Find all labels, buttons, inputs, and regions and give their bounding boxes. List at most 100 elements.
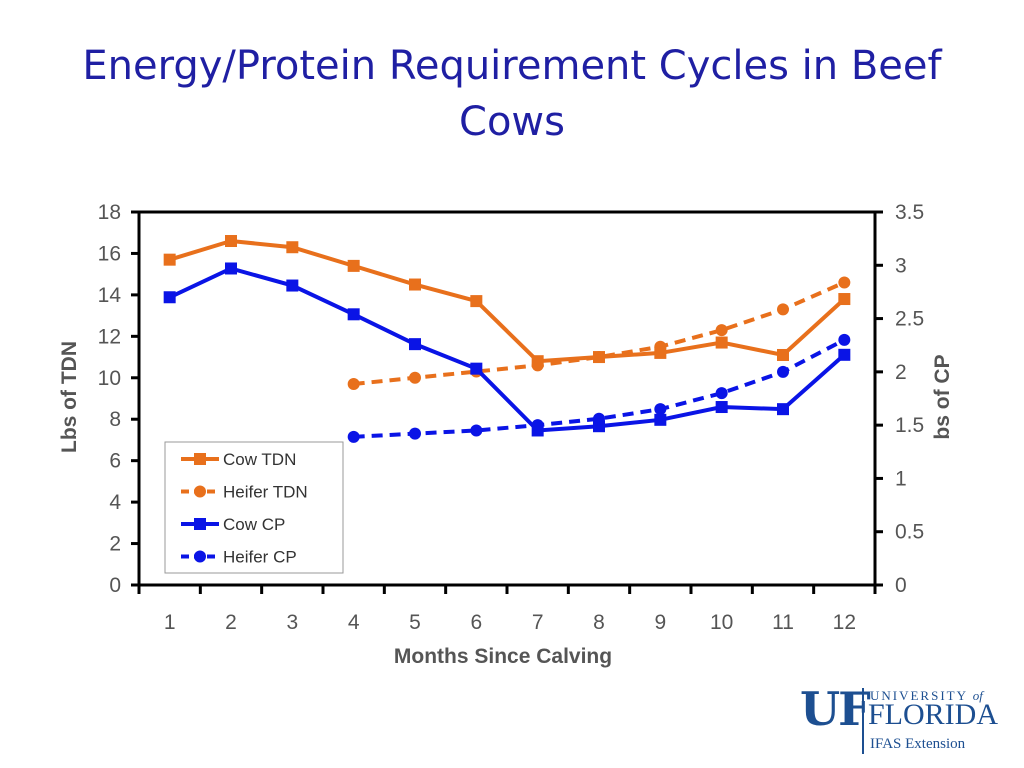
left-tick-label: 18 [98,201,121,224]
logo-university: UNIVERSITY of [870,688,983,704]
data-point [715,336,728,349]
data-point [715,401,728,414]
right-tick-label: 3 [895,254,907,277]
data-point [654,413,667,426]
x-tick-label: 2 [225,611,237,634]
logo-name: FLORIDA [868,698,999,731]
data-point [777,403,789,416]
slide-title: Energy/Protein Requirement Cycles in Bee… [82,43,942,145]
left-tick-label: 10 [98,367,121,390]
x-tick-label: 5 [409,611,421,634]
left-tick-label: 6 [109,450,121,473]
data-point [225,235,237,248]
data-point [715,387,728,400]
legend-label: Cow CP [223,515,285,534]
data-point [715,324,728,337]
series-line [168,266,846,433]
series-layer [163,235,851,443]
x-tick-label: 4 [348,611,360,634]
left-y-axis-title: Lbs of TDN [58,341,81,453]
logo-divider [862,688,864,754]
series-cow-tdn [163,235,851,368]
left-tick-label: 16 [98,242,121,265]
data-point [409,371,421,384]
data-point [593,412,605,425]
data-point [347,377,360,390]
series-line [169,238,846,364]
uf-ifas-logo: UF UNIVERSITY of FLORIDA IFAS Extension [800,686,1015,758]
right-tick-label: 2 [895,361,907,384]
data-point [409,427,421,440]
right-y-axis-title: bs of CP [931,354,954,439]
data-point [531,359,544,372]
x-tick-label: 9 [654,611,666,634]
data-point [470,424,483,437]
data-point [777,365,789,378]
data-point [347,259,360,272]
series-heifer-cp [347,333,851,443]
right-tick-label: 2.5 [895,308,924,331]
right-tick-label: 0 [895,574,907,597]
legend-marker [194,550,206,563]
x-tick-label: 10 [710,611,733,634]
x-axis: 1 2 3 4 5 6 7 8 9 10 11 12 [137,585,877,634]
left-tick-label: 0 [109,574,121,597]
legend-marker [194,518,206,530]
data-point [777,348,789,361]
legend-item: Cow TDN [181,450,296,469]
data-point [838,333,851,346]
data-point [654,403,667,416]
x-tick-label: 12 [833,611,856,634]
logo-university-word: UNIVERSITY [870,688,968,703]
legend-label: Heifer CP [223,548,297,567]
legend-label: Heifer TDN [223,483,308,502]
data-point [409,338,421,351]
left-tick-label: 12 [98,325,121,348]
series-line [353,338,846,439]
left-y-axis: 0 2 4 6 8 10 12 14 16 18 [98,201,139,597]
legend-label: Cow TDN [223,450,296,469]
legend-item: Heifer CP [181,548,297,567]
x-tick-label: 8 [593,611,605,634]
right-tick-label: 0.5 [895,521,924,544]
series-line [353,280,846,386]
right-y-axis: 0 0.5 1 1.5 2 2.5 3 3.5 [875,201,924,597]
data-point [409,278,421,291]
x-tick-label: 6 [470,611,482,634]
left-tick-label: 8 [109,408,121,431]
data-point [470,295,483,308]
left-tick-label: 14 [98,284,122,307]
legend-item: Heifer TDN [181,483,308,502]
logo-of: of [972,688,983,703]
legend-marker [194,453,206,465]
right-tick-label: 1.5 [895,414,924,437]
data-point [838,348,851,361]
data-point [286,279,299,292]
x-tick-label: 3 [286,611,298,634]
legend: Cow TDN Heifer TDN Cow CP Heifer CP [164,441,344,574]
logo-mark: UF [800,682,871,736]
x-tick-label: 1 [164,611,176,634]
data-point [777,303,789,316]
data-point [531,419,544,432]
left-tick-label: 2 [109,533,121,556]
data-point [286,241,299,254]
series-heifer-tdn [347,276,851,390]
data-point [838,293,851,306]
data-point [225,262,237,275]
right-tick-label: 3.5 [895,201,924,224]
logo-unit: IFAS Extension [870,736,966,752]
data-point [593,351,605,364]
data-point [163,291,176,304]
x-axis-title: Months Since Calving [394,645,612,668]
data-point [470,362,483,375]
legend-marker [194,485,206,498]
x-tick-label: 11 [772,611,794,634]
right-tick-label: 1 [895,467,907,490]
left-tick-label: 4 [109,491,121,514]
data-point [163,253,176,266]
data-point [347,430,360,443]
data-point [347,308,360,321]
x-tick-label: 7 [532,611,544,634]
